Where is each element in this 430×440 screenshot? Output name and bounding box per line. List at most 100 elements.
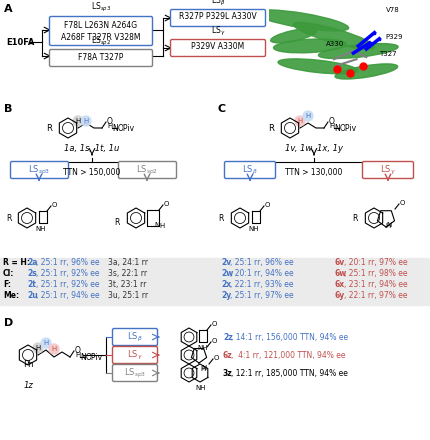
Text: NH: NH xyxy=(195,385,206,391)
Text: H: H xyxy=(200,366,205,372)
Ellipse shape xyxy=(273,39,345,53)
Text: Ph: Ph xyxy=(23,360,33,369)
Text: H: H xyxy=(35,345,40,351)
Text: H: H xyxy=(75,352,80,358)
Text: , 25:1 rr, 96% ee: , 25:1 rr, 96% ee xyxy=(36,258,99,267)
Text: LS$_{γ}$: LS$_{γ}$ xyxy=(127,348,143,362)
Text: , 25:1 rr, 92% ee: , 25:1 rr, 92% ee xyxy=(36,269,99,278)
Text: 2t: 2t xyxy=(27,280,36,289)
Text: O: O xyxy=(212,321,217,327)
Ellipse shape xyxy=(270,29,316,43)
Text: F78A T327P: F78A T327P xyxy=(78,52,123,62)
Text: 1z: 1z xyxy=(23,381,33,390)
FancyBboxPatch shape xyxy=(49,50,152,66)
Text: NH: NH xyxy=(248,226,259,232)
Text: A330: A330 xyxy=(325,41,344,47)
Text: H: H xyxy=(43,340,49,346)
Text: T327: T327 xyxy=(378,51,396,57)
Ellipse shape xyxy=(254,10,348,31)
Ellipse shape xyxy=(318,44,397,59)
Text: 6z: 6z xyxy=(222,351,232,360)
Text: , 20:1 rr, 97% ee: , 20:1 rr, 97% ee xyxy=(343,258,407,267)
Text: N: N xyxy=(333,124,339,132)
Text: R: R xyxy=(46,124,52,132)
Text: H: H xyxy=(384,223,390,229)
Text: , 25:1 rr, 97% ee: , 25:1 rr, 97% ee xyxy=(230,291,293,300)
Text: 2u: 2u xyxy=(27,291,38,300)
Circle shape xyxy=(81,116,91,126)
Text: R: R xyxy=(267,124,273,132)
Text: 3u, 25:1 rr: 3u, 25:1 rr xyxy=(108,291,148,300)
Text: H: H xyxy=(75,118,80,124)
FancyBboxPatch shape xyxy=(49,17,152,45)
Text: TTN > 130,000: TTN > 130,000 xyxy=(285,168,342,177)
Text: H: H xyxy=(297,118,302,124)
Text: R: R xyxy=(114,217,120,227)
Text: H: H xyxy=(51,346,56,352)
Text: O: O xyxy=(75,345,81,355)
Text: LS$_{β}$: LS$_{β}$ xyxy=(127,330,142,344)
Text: H: H xyxy=(159,223,164,229)
Text: TTN > 150,000: TTN > 150,000 xyxy=(63,168,120,177)
Text: H: H xyxy=(83,118,89,124)
Text: 3z: 3z xyxy=(222,369,232,378)
Text: N: N xyxy=(80,352,86,362)
Text: 6x: 6x xyxy=(334,280,344,289)
Text: 2z: 2z xyxy=(222,333,232,342)
FancyBboxPatch shape xyxy=(112,347,157,363)
Text: 2y: 2y xyxy=(221,291,231,300)
Bar xyxy=(215,258,430,305)
FancyBboxPatch shape xyxy=(112,364,157,381)
Text: , 20:1 rr, 94% ee: , 20:1 rr, 94% ee xyxy=(230,269,293,278)
Text: R = H:: R = H: xyxy=(3,258,30,267)
Text: LS$_{γ}$: LS$_{γ}$ xyxy=(210,25,225,38)
Text: O: O xyxy=(399,200,405,206)
FancyBboxPatch shape xyxy=(362,161,412,179)
Text: OPiv: OPiv xyxy=(118,124,135,132)
Text: F:: F: xyxy=(3,280,11,289)
Text: 1a, 1s, 1t, 1u: 1a, 1s, 1t, 1u xyxy=(64,144,120,153)
Text: 1v, 1w, 1x, 1y: 1v, 1w, 1x, 1y xyxy=(284,144,342,153)
Text: LS$_{sp2}$: LS$_{sp2}$ xyxy=(91,35,111,48)
Text: H: H xyxy=(107,123,112,129)
Text: , 12:1 rr, 185,000 TTN, 94% ee: , 12:1 rr, 185,000 TTN, 94% ee xyxy=(230,369,347,378)
Text: O: O xyxy=(52,202,57,208)
Text: 6v: 6v xyxy=(334,258,344,267)
Circle shape xyxy=(33,343,43,353)
Text: , 25:1 rr, 96% ee: , 25:1 rr, 96% ee xyxy=(230,258,293,267)
Text: , 25:1 rr, 98% ee: , 25:1 rr, 98% ee xyxy=(343,269,406,278)
Text: A: A xyxy=(4,4,12,14)
Text: 6w: 6w xyxy=(334,269,347,278)
Text: , 25:1 rr, 92% ee: , 25:1 rr, 92% ee xyxy=(36,280,99,289)
Text: , 25:1 rr, 94% ee: , 25:1 rr, 94% ee xyxy=(36,291,99,300)
Text: LS$_{sp3}$: LS$_{sp3}$ xyxy=(28,164,50,177)
Text: 2v: 2v xyxy=(221,258,231,267)
Text: H: H xyxy=(329,123,334,129)
Text: B: B xyxy=(4,104,12,114)
Text: , 23:1 rr, 94% ee: , 23:1 rr, 94% ee xyxy=(343,280,407,289)
Text: D: D xyxy=(4,318,13,328)
Circle shape xyxy=(302,111,312,121)
FancyBboxPatch shape xyxy=(170,10,265,26)
Text: LS$_{sp3}$: LS$_{sp3}$ xyxy=(91,1,111,14)
Text: O: O xyxy=(164,201,169,207)
Text: OPiv: OPiv xyxy=(339,124,356,132)
Bar xyxy=(0,258,215,305)
Text: C: C xyxy=(218,104,226,114)
Text: LS$_{sp2}$: LS$_{sp2}$ xyxy=(136,164,158,177)
Ellipse shape xyxy=(293,22,374,49)
Text: , 14:1 rr, 156,000 TTN, 94% ee: , 14:1 rr, 156,000 TTN, 94% ee xyxy=(230,333,347,342)
Text: 3a, 24:1 rr: 3a, 24:1 rr xyxy=(108,258,147,267)
Text: N: N xyxy=(385,222,390,228)
Text: P329: P329 xyxy=(385,34,402,40)
Text: N: N xyxy=(200,365,206,371)
FancyBboxPatch shape xyxy=(118,161,176,179)
Text: P329V A330M: P329V A330M xyxy=(191,42,244,51)
Circle shape xyxy=(73,116,83,126)
FancyBboxPatch shape xyxy=(170,40,265,56)
FancyBboxPatch shape xyxy=(224,161,275,179)
Text: 6y: 6y xyxy=(334,291,344,300)
Text: , 22:1 rr, 93% ee: , 22:1 rr, 93% ee xyxy=(230,280,293,289)
Text: OPiv: OPiv xyxy=(86,352,103,362)
Text: LS$_{β}$: LS$_{β}$ xyxy=(242,164,257,177)
